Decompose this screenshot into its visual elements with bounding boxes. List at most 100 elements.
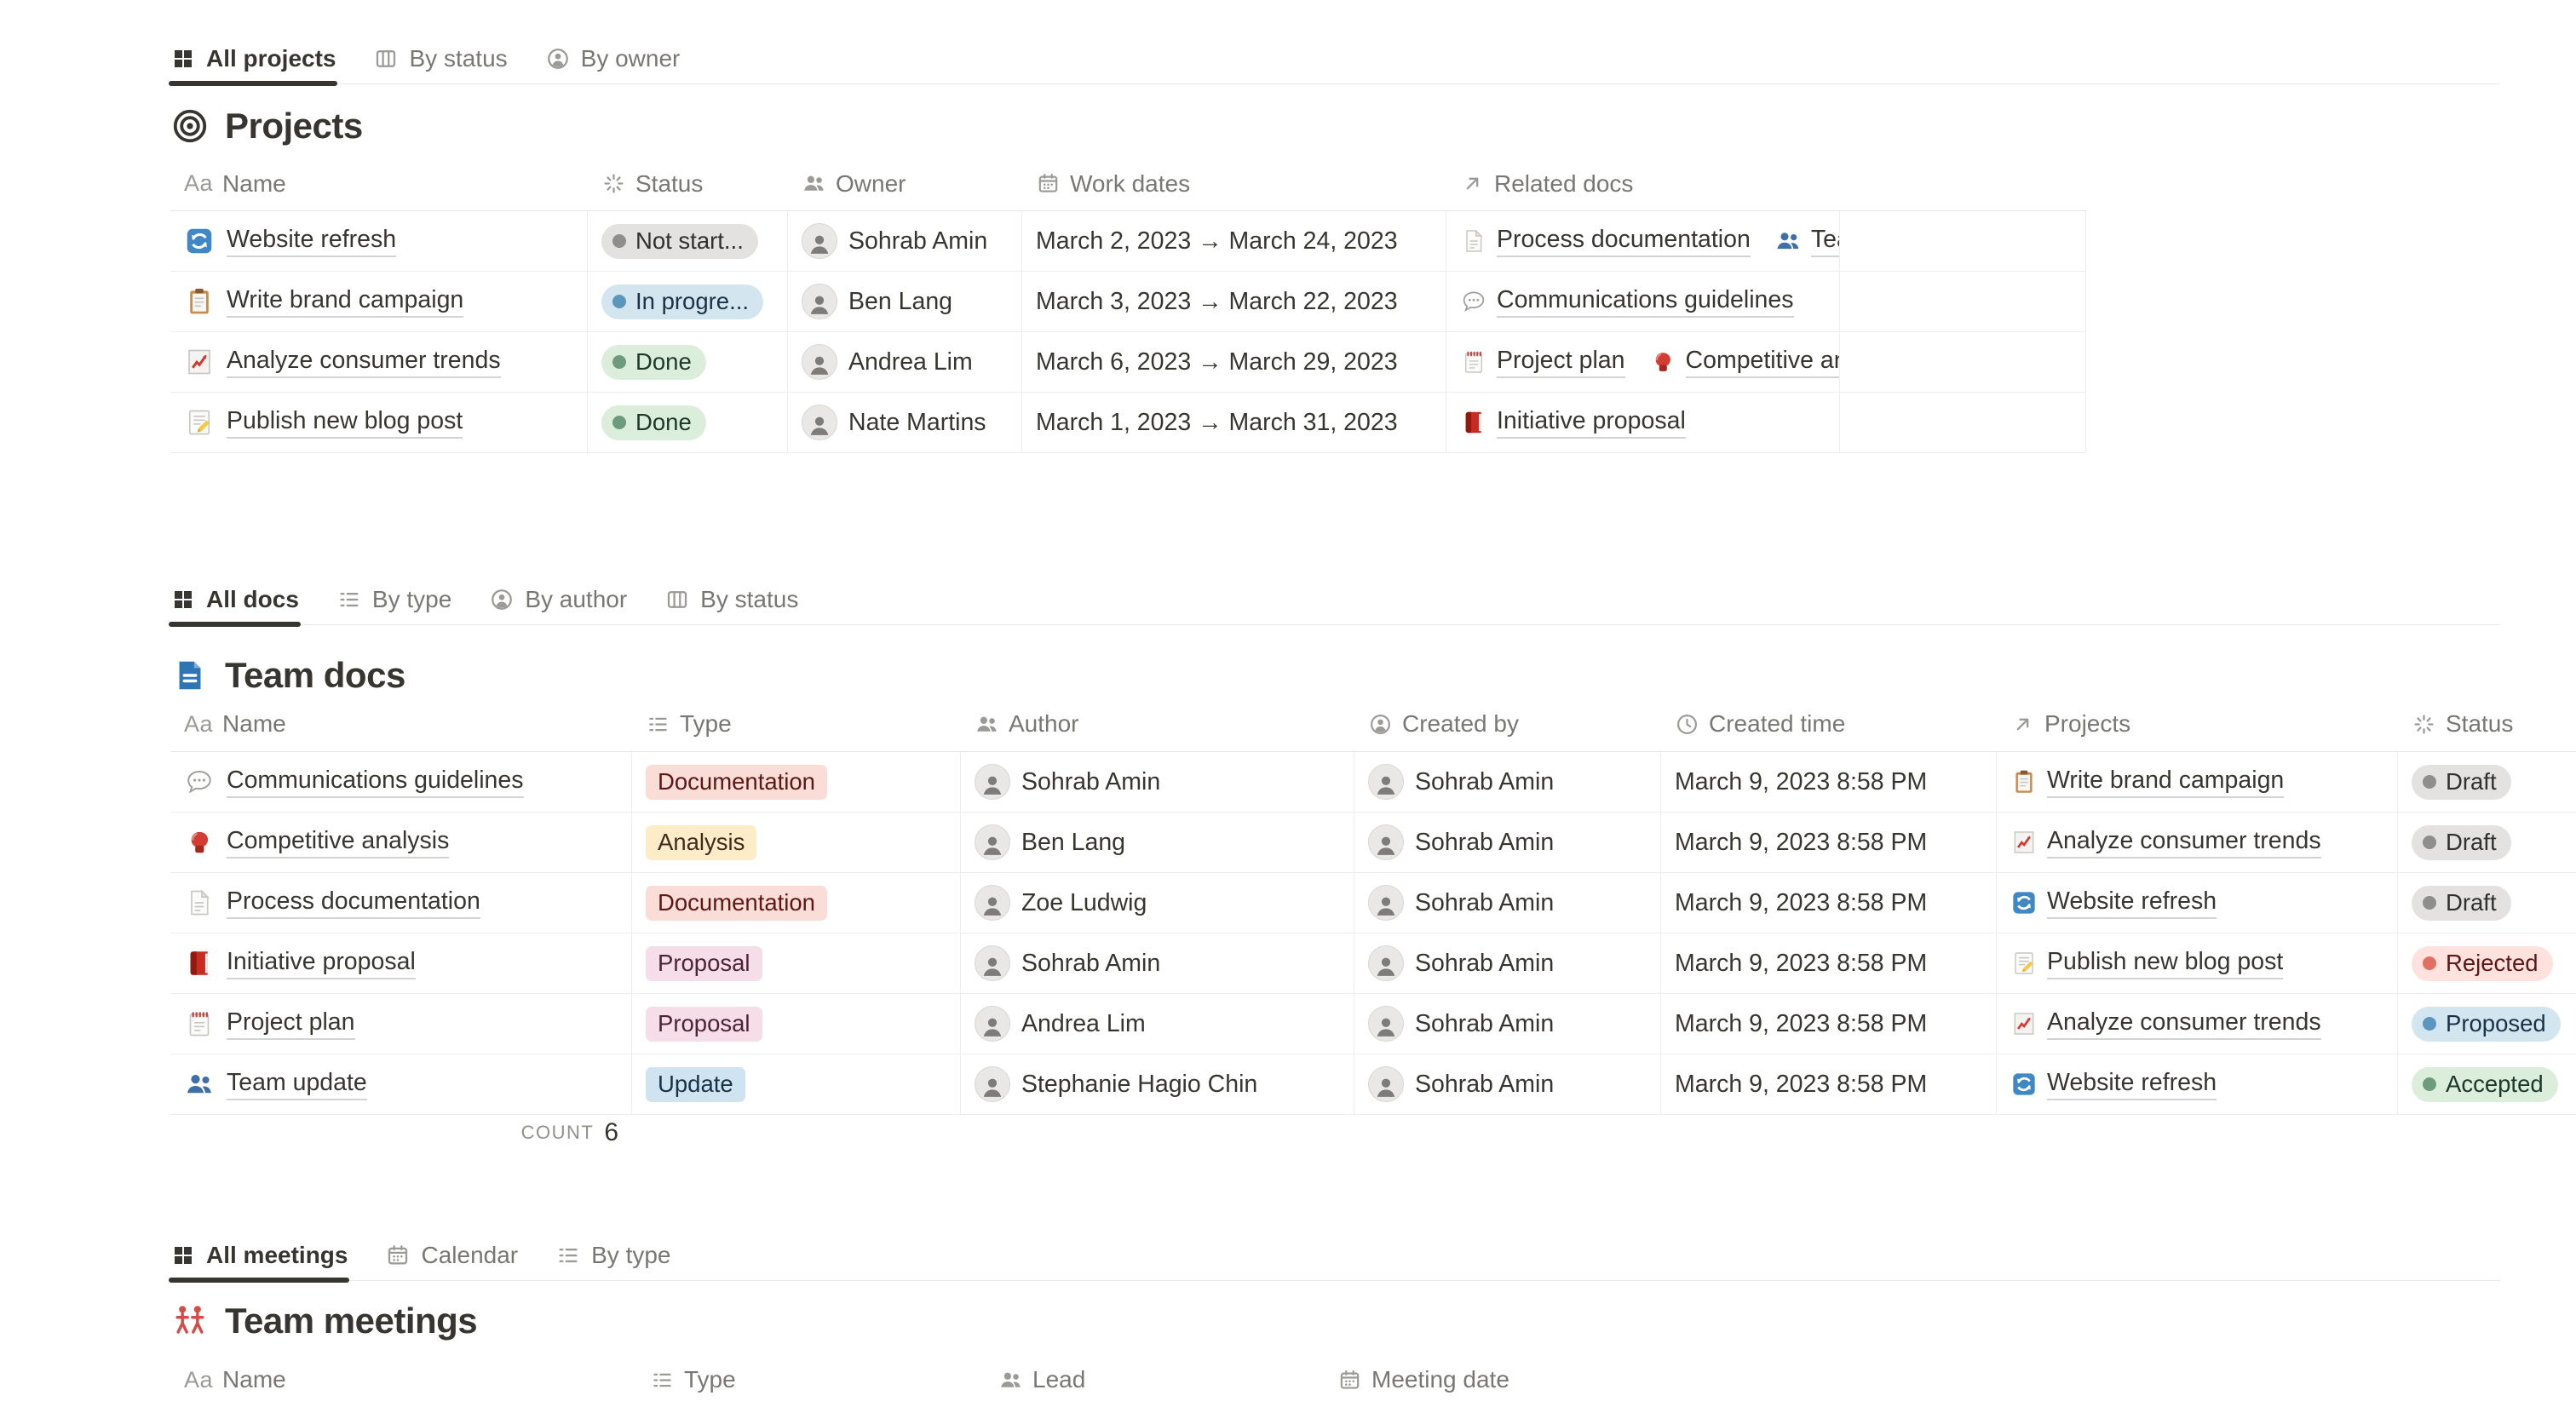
project-row[interactable]: Write brand campaign In progre... Ben La… [170, 272, 2086, 332]
column-header-projects[interactable]: Projects [1997, 697, 2398, 751]
tab-by-type[interactable]: By type [555, 1231, 671, 1280]
project-link[interactable]: Analyze consumer trends [2010, 1008, 2321, 1040]
page-link[interactable]: Process documentation [227, 887, 480, 919]
tab-by-status[interactable]: By status [373, 34, 508, 83]
type-cell[interactable]: Update [632, 1054, 961, 1114]
owner-cell[interactable]: Andrea Lim [788, 332, 1022, 392]
name-cell[interactable]: Project plan [170, 994, 632, 1054]
owner-cell[interactable]: Ben Lang [788, 272, 1022, 331]
column-header-created-time[interactable]: Created time [1661, 697, 1997, 751]
type-cell[interactable]: Documentation [632, 873, 961, 933]
tab-calendar[interactable]: Calendar [385, 1231, 518, 1280]
doc-row[interactable]: Process documentation Documentation Zoe … [170, 873, 2576, 933]
tab-all-meetings[interactable]: All meetings [168, 1231, 350, 1283]
work-dates-cell[interactable]: March 6, 2023 → March 29, 2023 [1022, 332, 1446, 392]
created-time-cell[interactable]: March 9, 2023 8:58 PM [1661, 752, 1997, 812]
status-badge[interactable]: Draft [2412, 885, 2511, 921]
created-by-cell[interactable]: Sohrab Amin [1354, 1054, 1661, 1114]
status-cell[interactable]: Done [588, 393, 788, 452]
projects-cell[interactable]: Website refresh [1997, 1054, 2398, 1114]
created-time-cell[interactable]: March 9, 2023 8:58 PM [1661, 813, 1997, 872]
column-header-related-docs[interactable]: Related docs [1446, 157, 1840, 210]
doc-link[interactable]: Team update [1774, 226, 1839, 257]
author-cell[interactable]: Sohrab Amin [961, 752, 1354, 812]
tab-all-docs[interactable]: All docs [169, 575, 301, 627]
page-link[interactable]: Write brand campaign [227, 286, 464, 318]
status-cell[interactable]: Draft [2398, 813, 2576, 872]
projects-cell[interactable]: Publish new blog post [1997, 933, 2398, 993]
page-link[interactable]: Team update [227, 1069, 367, 1100]
type-tag[interactable]: Documentation [646, 764, 827, 800]
page-link[interactable]: Competitive analysis [227, 827, 450, 859]
related-docs-cell[interactable]: Communications guidelines [1446, 272, 1840, 331]
owner-cell[interactable]: Nate Martins [788, 393, 1022, 452]
name-cell[interactable]: Communications guidelines [170, 752, 632, 812]
type-tag[interactable]: Proposal [646, 1006, 762, 1042]
projects-cell[interactable]: Analyze consumer trends [1997, 813, 2398, 872]
name-cell[interactable]: Publish new blog post [170, 393, 588, 452]
tab-all-projects[interactable]: All projects [168, 34, 338, 86]
project-row[interactable]: Website refresh Not start... Sohrab Amin… [170, 211, 2086, 272]
column-header-created-by[interactable]: Created by [1354, 697, 1661, 751]
name-cell[interactable]: Process documentation [170, 873, 632, 933]
project-link[interactable]: Publish new blog post [2010, 948, 2284, 979]
type-cell[interactable]: Proposal [632, 933, 961, 993]
status-badge[interactable]: In progre... [601, 284, 763, 319]
doc-link[interactable]: Process documentation [1460, 226, 1751, 257]
owner-cell[interactable]: Sohrab Amin [788, 211, 1022, 271]
page-link[interactable]: Publish new blog post [227, 407, 463, 439]
page-link[interactable]: Analyze consumer trends [227, 347, 501, 378]
column-header-author[interactable]: Author [961, 697, 1354, 751]
author-cell[interactable]: Andrea Lim [961, 994, 1354, 1054]
status-cell[interactable]: In progre... [588, 272, 788, 331]
docs-count-row[interactable]: COUNT 6 [170, 1109, 632, 1157]
type-cell[interactable]: Documentation [632, 752, 961, 812]
tab-by-author[interactable]: By author [489, 575, 627, 624]
name-cell[interactable]: Competitive analysis [170, 813, 632, 872]
created-by-cell[interactable]: Sohrab Amin [1354, 752, 1661, 812]
type-cell[interactable]: Analysis [632, 813, 961, 872]
type-tag[interactable]: Documentation [646, 885, 827, 921]
column-header-type[interactable]: Type [632, 697, 961, 751]
page-title[interactable]: Projects [225, 106, 363, 146]
name-cell[interactable]: Team update [170, 1054, 632, 1114]
author-cell[interactable]: Ben Lang [961, 813, 1354, 872]
created-by-cell[interactable]: Sohrab Amin [1354, 873, 1661, 933]
doc-link[interactable]: Communications guidelines [1460, 286, 1794, 318]
column-header-name[interactable]: Aa Name [184, 710, 286, 737]
column-header-type[interactable]: Type [636, 1352, 985, 1407]
project-link[interactable]: Website refresh [2010, 887, 2217, 919]
page-link[interactable]: Project plan [227, 1008, 355, 1040]
author-cell[interactable]: Zoe Ludwig [961, 873, 1354, 933]
status-cell[interactable]: Accepted [2398, 1054, 2576, 1114]
status-cell[interactable]: Done [588, 332, 788, 392]
column-header-name[interactable]: Aa Name [184, 1366, 286, 1393]
tab-by-status[interactable]: By status [664, 575, 798, 624]
work-dates-cell[interactable]: March 2, 2023 → March 24, 2023 [1022, 211, 1446, 271]
work-dates-cell[interactable]: March 1, 2023 → March 31, 2023 [1022, 393, 1446, 452]
author-cell[interactable]: Stephanie Hagio Chin [961, 1054, 1354, 1114]
status-badge[interactable]: Rejected [2412, 945, 2553, 981]
project-link[interactable]: Write brand campaign [2010, 767, 2285, 798]
status-badge[interactable]: Not start... [601, 223, 758, 259]
created-time-cell[interactable]: March 9, 2023 8:58 PM [1661, 1054, 1997, 1114]
created-time-cell[interactable]: March 9, 2023 8:58 PM [1661, 994, 1997, 1054]
column-header-status[interactable]: Status [2398, 697, 2576, 751]
column-header-name[interactable]: Aa Name [184, 169, 286, 197]
column-header-lead[interactable]: Lead [985, 1352, 1324, 1407]
status-badge[interactable]: Draft [2412, 764, 2511, 800]
created-by-cell[interactable]: Sohrab Amin [1354, 813, 1661, 872]
status-badge[interactable]: Done [601, 405, 706, 440]
type-tag[interactable]: Update [646, 1066, 745, 1102]
name-cell[interactable]: Initiative proposal [170, 933, 632, 993]
name-cell[interactable]: Analyze consumer trends [170, 332, 588, 392]
project-link[interactable]: Website refresh [2010, 1069, 2217, 1100]
projects-cell[interactable]: Website refresh [1997, 873, 2398, 933]
doc-row[interactable]: Project plan Proposal Andrea Lim Sohrab … [170, 994, 2576, 1054]
page-link[interactable]: Communications guidelines [227, 767, 524, 798]
created-by-cell[interactable]: Sohrab Amin [1354, 933, 1661, 993]
related-docs-cell[interactable]: Project plan Competitive analysis [1446, 332, 1840, 392]
status-cell[interactable]: Draft [2398, 752, 2576, 812]
doc-row[interactable]: Team update Update Stephanie Hagio Chin … [170, 1054, 2576, 1115]
status-cell[interactable]: Rejected [2398, 933, 2576, 993]
